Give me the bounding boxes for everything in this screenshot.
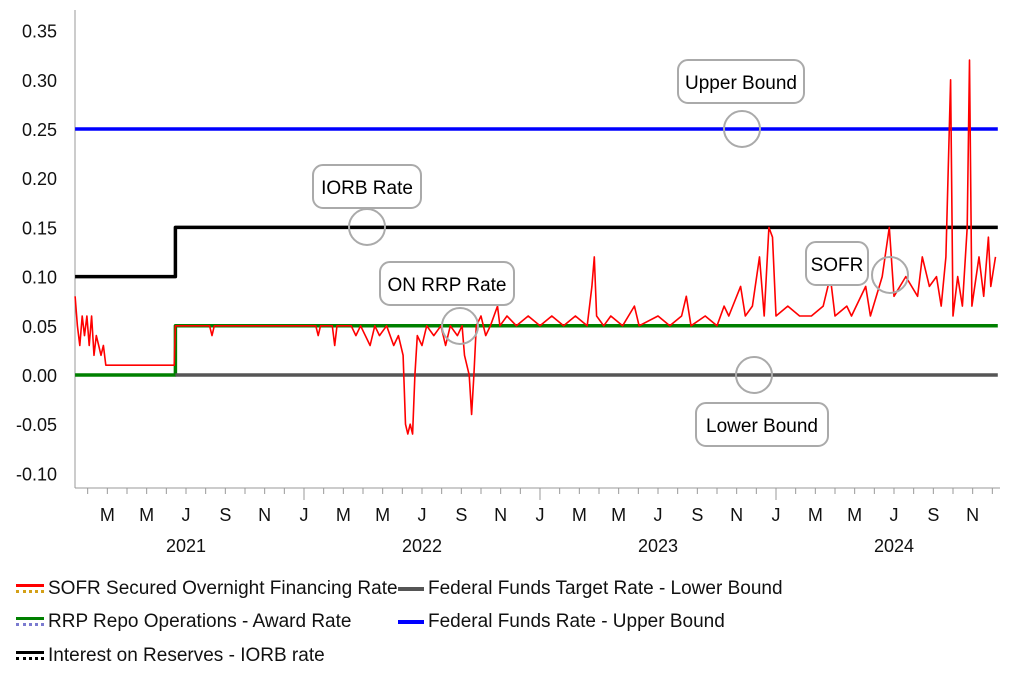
- legend-item-lower-bound[interactable]: Federal Funds Target Rate - Lower Bound: [398, 578, 783, 600]
- x-tick-label: J: [300, 505, 309, 525]
- series-line-sofr-secured-overnight-financing-rate: [74, 59, 997, 435]
- y-tick-label: 0.15: [22, 218, 57, 238]
- y-tick-label: 0.25: [22, 120, 57, 140]
- x-tick-label: M: [611, 505, 626, 525]
- y-tick-label: 0.10: [22, 268, 57, 288]
- annotation-sofr: SOFR: [805, 241, 909, 294]
- annotation-on-rrp-rate: ON RRP Rate: [379, 261, 515, 345]
- x-year-label: 2021: [166, 536, 206, 556]
- legend-item-upper-bound[interactable]: Federal Funds Rate - Upper Bound: [398, 611, 725, 633]
- x-tick-label: M: [375, 505, 390, 525]
- x-tick-label: S: [691, 505, 703, 525]
- x-tick-label: M: [139, 505, 154, 525]
- x-axis: M M J S N J M M J S N J M M J S N J M M J S N 2021 2022 2023 2024: [87, 488, 993, 556]
- x-tick-label: M: [572, 505, 587, 525]
- x-tick-label: J: [182, 505, 191, 525]
- series-group: [74, 59, 998, 435]
- y-tick-label: 0.20: [22, 169, 57, 189]
- y-tick-label: -0.05: [16, 415, 57, 435]
- x-tick-label: J: [772, 505, 781, 525]
- line-chart: 0.35 0.30 0.25 0.20 0.15 0.10 0.05 0.00 -0.05 -0.…: [16, 10, 1000, 556]
- y-tick-label: 0.00: [22, 366, 57, 386]
- series-line-interest-on-reserves-iorb-rate: [75, 225, 998, 279]
- x-year-label: 2023: [638, 536, 678, 556]
- svg-text:Lower Bound: Lower Bound: [706, 416, 818, 437]
- legend-swatch: [398, 617, 424, 627]
- svg-text:IORB Rate: IORB Rate: [321, 178, 413, 199]
- x-tick-label: N: [258, 505, 271, 525]
- legend-item-rrp[interactable]: RRP Repo Operations - Award Rate: [16, 611, 351, 633]
- series-line-rrp-repo-operations-award-rate: [75, 324, 998, 377]
- legend-swatch: [16, 651, 44, 661]
- x-tick-label: J: [418, 505, 427, 525]
- x-tick-label: M: [100, 505, 115, 525]
- x-tick-label: N: [494, 505, 507, 525]
- x-tick-label: M: [336, 505, 351, 525]
- x-tick-label: N: [730, 505, 743, 525]
- legend-label: Interest on Reserves - IORB rate: [48, 645, 325, 666]
- legend-label: Federal Funds Rate - Upper Bound: [428, 611, 725, 632]
- svg-text:Upper Bound: Upper Bound: [685, 73, 797, 94]
- legend-swatch: [16, 584, 44, 594]
- svg-text:ON RRP Rate: ON RRP Rate: [388, 275, 507, 296]
- y-tick-label: 0.30: [22, 71, 57, 91]
- x-tick-label: S: [455, 505, 467, 525]
- y-tick-label: 0.05: [22, 317, 57, 337]
- y-tick-label: -0.10: [16, 464, 57, 484]
- x-tick-label: J: [654, 505, 663, 525]
- x-year-label: 2022: [402, 536, 442, 556]
- x-tick-label: N: [966, 505, 979, 525]
- annotation-lower-bound: Lower Bound: [695, 356, 829, 447]
- x-tick-label: S: [927, 505, 939, 525]
- x-tick-label: J: [536, 505, 545, 525]
- legend-item-iorb[interactable]: Interest on Reserves - IORB rate: [16, 645, 325, 667]
- x-year-label: 2024: [874, 536, 914, 556]
- y-tick-label: 0.35: [22, 22, 57, 42]
- legend-swatch: [16, 617, 44, 627]
- annotation-upper-bound: Upper Bound: [677, 59, 805, 148]
- x-tick-label: J: [890, 505, 899, 525]
- annotation-iorb-rate: IORB Rate: [312, 164, 422, 246]
- y-axis: 0.35 0.30 0.25 0.20 0.15 0.10 0.05 0.00 -0.05 -0.…: [16, 22, 57, 485]
- legend-label: RRP Repo Operations - Award Rate: [48, 611, 352, 632]
- legend-swatch: [398, 584, 424, 594]
- legend-label: Federal Funds Target Rate - Lower Bound: [428, 578, 783, 599]
- svg-text:SOFR: SOFR: [811, 255, 864, 276]
- x-tick-label: M: [847, 505, 862, 525]
- x-tick-label: S: [219, 505, 231, 525]
- legend-item-sofr[interactable]: SOFR Secured Overnight Financing Rate: [16, 578, 398, 600]
- legend-label: SOFR Secured Overnight Financing Rate: [48, 578, 398, 599]
- x-tick-label: M: [808, 505, 823, 525]
